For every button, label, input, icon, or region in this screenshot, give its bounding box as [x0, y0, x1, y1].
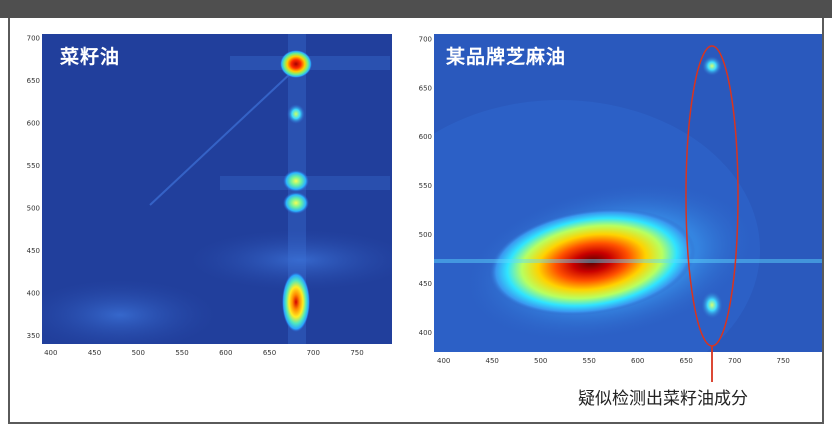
x-tick-label: 400 [437, 357, 450, 365]
x-tick-label: 750 [777, 357, 790, 365]
y-tick-label: 600 [27, 120, 40, 128]
y-tick-label: 550 [27, 162, 40, 170]
x-tick-label: 700 [728, 357, 741, 365]
x-tick-label: 500 [534, 357, 547, 365]
left-peak-535 [283, 170, 309, 192]
y-tick-label: 450 [27, 247, 40, 255]
y-tick-label: 500 [419, 231, 432, 239]
x-tick-label: 750 [350, 349, 363, 357]
y-tick-label: 650 [27, 77, 40, 85]
right-peak-415 [701, 291, 723, 319]
x-tick-label: 500 [132, 349, 145, 357]
right-horizontal-streak [434, 259, 822, 263]
y-tick-label: 650 [419, 84, 432, 92]
x-tick-label: 450 [486, 357, 499, 365]
y-tick-label: 700 [419, 35, 432, 43]
left-heatmap [42, 34, 392, 344]
x-tick-label: 550 [175, 349, 188, 357]
left-haze [190, 230, 392, 290]
x-tick-label: 600 [219, 349, 232, 357]
y-tick-label: 400 [27, 290, 40, 298]
y-tick-label: 550 [419, 182, 432, 190]
x-tick-label: 450 [88, 349, 101, 357]
x-tick-label: 700 [307, 349, 320, 357]
left-diagonal-streak [149, 71, 293, 206]
x-tick-label: 400 [44, 349, 57, 357]
left-peak-395 [282, 272, 310, 332]
y-tick-label: 400 [419, 329, 432, 337]
x-tick-label: 650 [263, 349, 276, 357]
x-tick-label: 600 [631, 357, 644, 365]
left-haze [42, 280, 215, 344]
y-tick-label: 700 [27, 35, 40, 43]
left-peak-670 [280, 50, 312, 78]
x-tick-label: 650 [680, 357, 693, 365]
right-peak-670 [702, 56, 722, 76]
right-main-peak [488, 208, 696, 316]
left-peak-510 [283, 192, 309, 214]
right-chart-title: 某品牌芝麻油 [446, 46, 567, 68]
y-tick-label: 450 [419, 280, 432, 288]
annotation-text: 疑似检测出菜籽油成分 [578, 389, 748, 409]
right-heatmap [434, 34, 822, 352]
top-bar [0, 0, 832, 18]
left-peak-612 [287, 104, 305, 124]
x-tick-label: 550 [583, 357, 596, 365]
left-chart-title: 菜籽油 [60, 46, 121, 68]
y-tick-label: 350 [27, 332, 40, 340]
y-tick-label: 500 [27, 205, 40, 213]
y-tick-label: 600 [419, 133, 432, 141]
